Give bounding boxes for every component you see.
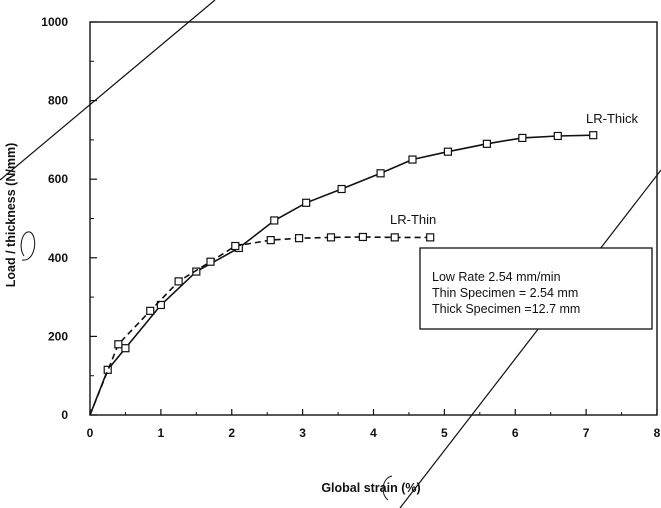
y-tick-label: 200 [48, 329, 68, 343]
plot-frame [89, 21, 658, 416]
y-tick-label: 800 [48, 94, 68, 108]
data-point-lr-thin [114, 340, 123, 349]
data-point-lr-thin [206, 257, 215, 266]
data-point-lr-thin [266, 236, 275, 245]
plot-border [89, 21, 658, 416]
data-point-lr-thin [146, 306, 155, 315]
data-point-lr-thin [326, 233, 336, 242]
data-point-lr-thin [390, 233, 399, 242]
data-point-lr-thick [553, 131, 562, 141]
y-axis-label: Load / thickness (N/mm) [4, 143, 18, 287]
x-tick-label: 1 [158, 426, 165, 440]
data-point-lr-thick [302, 198, 311, 207]
x-tick-label: 4 [370, 426, 377, 440]
pen-circle-ylabel [20, 231, 36, 261]
x-tick-label: 2 [228, 426, 235, 440]
data-point-lr-thin [231, 241, 240, 251]
data-point-lr-thick [121, 344, 130, 353]
y-tick-label: 400 [48, 251, 68, 265]
series-lr-thin [89, 232, 435, 416]
series-label-lr-thick: LR-Thick [586, 111, 639, 126]
annotation-line-3: Thick Specimen =12.7 mm [432, 302, 580, 316]
y-ticks: 0 200 400 600 800 1000 [41, 15, 97, 422]
data-point-lr-thin [174, 277, 183, 286]
x-tick-label: 5 [441, 426, 448, 440]
y-tick-label: 1000 [41, 15, 68, 29]
annotation-line-2: Thin Specimen = 2.54 mm [432, 286, 578, 300]
pen-circle-xlabel [382, 475, 393, 501]
annotation-line-1: Low Rate 2.54 mm/min [432, 270, 561, 284]
data-point-lr-thick [518, 133, 527, 143]
x-tick-label: 6 [512, 426, 519, 440]
data-point-lr-thick [482, 139, 491, 148]
data-point-lr-thick [337, 184, 346, 194]
data-point-lr-thick [103, 365, 112, 374]
y-tick-label: 600 [48, 172, 68, 186]
pen-stroke-left [0, 0, 216, 181]
y-tick-label: 0 [61, 408, 68, 422]
x-ticks: 0 1 2 3 4 5 6 7 8 [87, 409, 661, 440]
x-axis-label: Global strain (%) [321, 481, 420, 495]
series-line-lr-thick [89, 134, 594, 416]
annotation-box: Low Rate 2.54 mm/min Thin Specimen = 2.5… [419, 247, 653, 330]
data-point-lr-thick [443, 147, 453, 156]
data-point-lr-thick [156, 300, 165, 310]
x-tick-label: 7 [583, 426, 590, 440]
series-layer [89, 131, 598, 416]
x-tick-label: 3 [299, 426, 306, 440]
data-point-lr-thin [358, 232, 367, 242]
data-point-lr-thin [294, 234, 304, 243]
x-tick-label: 0 [87, 426, 94, 440]
data-point-lr-thin [426, 233, 435, 242]
data-point-lr-thick [408, 155, 417, 164]
data-point-lr-thick [192, 267, 201, 276]
data-point-lr-thick [270, 216, 279, 225]
data-point-lr-thick [376, 169, 385, 178]
x-tick-label: 8 [654, 426, 661, 440]
data-point-lr-thick [589, 131, 598, 140]
pen-stroke-right [399, 169, 661, 508]
series-label-lr-thin: LR-Thin [390, 212, 436, 227]
series-line-lr-thin [89, 236, 431, 416]
